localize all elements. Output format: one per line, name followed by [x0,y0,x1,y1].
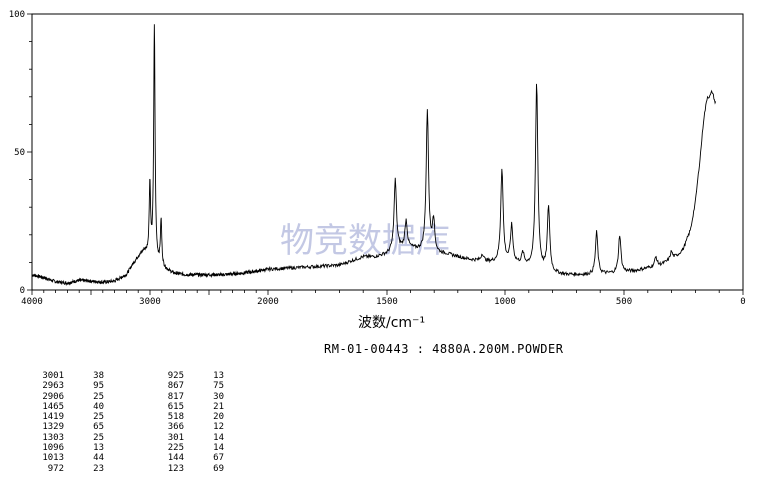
peak-table-row: 518 20 [150,412,260,422]
peak-table-row: 867 75 [150,381,260,391]
peak-wavenumber: 1013 [42,453,64,464]
peak-table-row: 1465 40 [30,402,140,412]
peak-table-row: 1303 25 [30,433,140,443]
peak-table-row: 1096 13 [30,443,140,453]
peak-intensity: 25 [93,391,104,402]
peak-wavenumber: 2963 [42,381,64,392]
peak-table-right-column: 925 13 867 75 817 30 615 21 518 20 366 12 301 14 225 14… [150,371,260,474]
peak-intensity: 13 [213,371,224,381]
peak-table-row: 1329 65 [30,422,140,432]
peak-table-row: 972 23 [30,464,140,474]
peak-intensity: 21 [213,401,224,412]
peak-wavenumber: 225 [167,443,184,454]
peak-wavenumber: 972 [47,463,64,474]
x-tick-label: 2000 [257,297,279,307]
peak-table-row: 2906 25 [30,392,140,402]
peak-wavenumber: 1419 [42,412,64,423]
peak-table-row: 817 30 [150,392,260,402]
peak-table-row: 366 12 [150,422,260,432]
peak-wavenumber: 3001 [42,371,64,381]
x-axis-label: 波数/cm⁻¹ [358,315,426,331]
peak-intensity: 23 [93,463,104,474]
x-tick-label: 3000 [139,297,161,307]
peak-wavenumber: 2906 [42,391,64,402]
peak-intensity: 25 [93,412,104,423]
peak-wavenumber: 1465 [42,401,64,412]
peak-intensity: 44 [93,453,104,464]
peak-table-row: 925 13 [150,371,260,381]
peak-intensity: 69 [213,463,224,474]
peak-wavenumber: 144 [167,453,184,464]
peak-wavenumber: 301 [167,432,184,443]
peak-wavenumber: 518 [167,412,184,423]
peak-intensity: 65 [93,422,104,433]
peak-intensity: 25 [93,432,104,443]
peak-intensity: 95 [93,381,104,392]
x-tick-label: 4000 [21,297,43,307]
peak-table-row: 225 14 [150,443,260,453]
peak-wavenumber: 1329 [42,422,64,433]
x-tick-label: 500 [616,297,632,307]
peak-wavenumber: 366 [167,422,184,433]
sample-id-subtitle: RM-01-00443 : 4880A.200M.POWDER [324,342,564,356]
peak-intensity: 40 [93,401,104,412]
peak-table-row: 1419 25 [30,412,140,422]
peak-intensity: 13 [93,443,104,454]
peak-wavenumber: 615 [167,401,184,412]
y-tick-label: 0 [20,286,25,296]
spectrum-line [31,24,717,287]
peak-intensity: 14 [213,443,224,454]
peak-wavenumber: 817 [167,391,184,402]
peak-intensity: 75 [213,381,224,392]
peak-intensity: 38 [93,371,104,381]
peak-wavenumber: 1096 [42,443,64,454]
peak-wavenumber: 1303 [42,432,64,443]
x-tick-label: 0 [740,297,745,307]
peak-intensity: 20 [213,412,224,423]
peak-table-row: 123 69 [150,464,260,474]
peak-table-left-column: 3001 38 2963 95 2906 25 1465 40 1419 25 1329 65 1303… [30,371,140,474]
peak-table-row: 144 67 [150,453,260,463]
peak-table-row: 301 14 [150,433,260,443]
peak-wavenumber: 925 [167,371,184,381]
peak-wavenumber: 867 [167,381,184,392]
peak-wavenumber: 123 [167,463,184,474]
axis-tick-labels: 4000 3000 2000 1500 1000 500 0 0 50 100 [9,10,746,307]
peak-intensity: 12 [213,422,224,433]
peak-table-row: 1013 44 [30,453,140,463]
x-tick-label: 1500 [376,297,398,307]
axis-ticks [27,13,744,295]
x-tick-label: 1000 [494,297,516,307]
y-tick-label: 50 [14,148,25,158]
peak-table-row: 615 21 [150,402,260,412]
peak-table-row: 3001 38 [30,371,140,381]
peak-intensity: 67 [213,453,224,464]
y-tick-label: 100 [9,10,25,20]
peak-intensity: 30 [213,391,224,402]
peak-intensity: 14 [213,432,224,443]
peak-table-row: 2963 95 [30,381,140,391]
